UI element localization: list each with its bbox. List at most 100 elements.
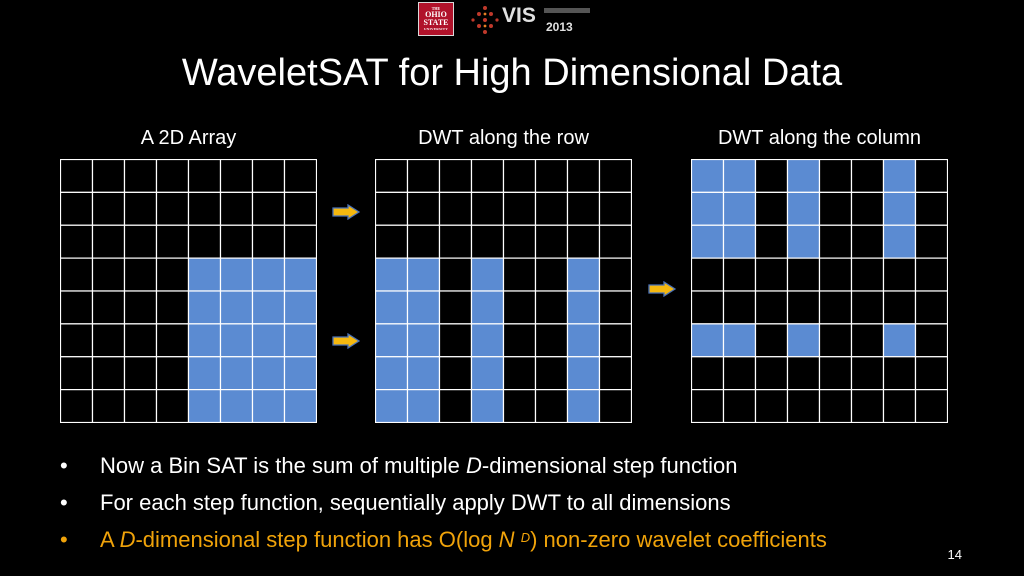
grid-cell-empty (850, 323, 885, 358)
bullet-marker: • (60, 527, 68, 552)
bullet-item: • Now a Bin SAT is the sum of multiple D… (60, 447, 980, 484)
grid-cell-empty (438, 191, 473, 226)
grid-cell-empty (123, 356, 158, 391)
grid-cell-empty (722, 290, 757, 325)
grid-cell-empty (283, 159, 317, 193)
grid-cell-empty (818, 389, 853, 423)
grid-cell-empty (534, 191, 569, 226)
grid-cell-empty (754, 323, 789, 358)
grid-cell-filled (406, 356, 441, 391)
grid-cell-empty (598, 356, 632, 391)
grid-cell-empty (438, 257, 473, 292)
grid-cell-empty (754, 159, 789, 193)
grid-cell-empty (283, 191, 317, 226)
grid-cell-filled (375, 356, 409, 391)
grid-cell-empty (91, 290, 126, 325)
grid-cell-empty (754, 257, 789, 292)
grid-cell-empty (598, 323, 632, 358)
grid-cell-filled (219, 323, 254, 358)
osu-logo: THE OHIO STATE UNIVERSITY (418, 2, 454, 36)
grid-dwt-row (375, 159, 632, 423)
grid-cell-empty (598, 257, 632, 292)
grid-cell-empty (187, 224, 222, 259)
grid-cell-filled (470, 290, 505, 325)
grid-cell-filled (251, 323, 286, 358)
grid-cell-filled (219, 290, 254, 325)
grid-cell-empty (60, 191, 94, 226)
grid-cell-empty (251, 224, 286, 259)
grid-cell-empty (438, 159, 473, 193)
grid-cell-filled (406, 323, 441, 358)
vis-logo-dots-icon (471, 6, 499, 34)
bullet-text: -dimensional step function has O(log (135, 527, 499, 552)
grid-cell-filled (219, 356, 254, 391)
grid-cell-filled (375, 290, 409, 325)
grid-cell-empty (818, 356, 853, 391)
grid-cell-empty (598, 224, 632, 259)
grid-cell-filled (566, 257, 601, 292)
grid-cell-empty (502, 356, 537, 391)
grid-cell-empty (438, 323, 473, 358)
grid-cell-filled (375, 257, 409, 292)
grid-cell-filled (283, 257, 317, 292)
grid-cell-empty (850, 290, 885, 325)
grid-svg (375, 159, 632, 423)
grid-cell-filled (882, 224, 917, 259)
grid-cell-filled (251, 257, 286, 292)
grid-cell-filled (406, 290, 441, 325)
grid-cell-empty (375, 224, 409, 259)
grid-cell-empty (818, 323, 853, 358)
grid-cell-empty (598, 290, 632, 325)
bullet-list: • Now a Bin SAT is the sum of multiple D… (60, 447, 980, 558)
grid-cell-empty (406, 224, 441, 259)
grid-cell-empty (187, 191, 222, 226)
grid-cell-filled (219, 389, 254, 423)
grid-cell-empty (187, 159, 222, 193)
grid-cell-empty (155, 224, 190, 259)
grid-cell-empty (60, 356, 94, 391)
right-arrow-icon (332, 204, 360, 220)
grid-cell-filled (566, 323, 601, 358)
grid-cell-empty (722, 389, 757, 423)
grid-cell-empty (470, 159, 505, 193)
grid-cell-filled (786, 323, 821, 358)
grid-cell-empty (534, 257, 569, 292)
grid-cell-filled (691, 224, 725, 259)
grid-cell-filled (187, 389, 222, 423)
grid-cell-filled (722, 191, 757, 226)
grid-cell-empty (123, 323, 158, 358)
grid-cell-empty (155, 257, 190, 292)
grid-cell-filled (251, 356, 286, 391)
grid-cell-filled (283, 323, 317, 358)
grid-cell-empty (534, 389, 569, 423)
grid-cell-empty (566, 224, 601, 259)
grid-cell-empty (598, 191, 632, 226)
grid-cell-filled (470, 257, 505, 292)
grid-cell-empty (91, 159, 126, 193)
grid-cell-empty (123, 224, 158, 259)
grid-cell-empty (914, 356, 948, 391)
bullet-text-italic: D (119, 527, 136, 552)
grid-cell-empty (219, 191, 254, 226)
bullet-text-italic: N (498, 527, 515, 552)
grid-cell-empty (914, 257, 948, 292)
grid-cell-empty (786, 389, 821, 423)
grid-cell-filled (251, 389, 286, 423)
grid-cell-filled (882, 191, 917, 226)
bullet-item-highlight: • A D-dimensional step function has O(lo… (60, 521, 980, 558)
grid-cell-empty (598, 159, 632, 193)
grid-cell-empty (722, 356, 757, 391)
grid-cell-filled (566, 290, 601, 325)
grid-cell-empty (818, 159, 853, 193)
grid-cell-empty (438, 389, 473, 423)
grid-cell-empty (438, 224, 473, 259)
grid-cell-empty (155, 191, 190, 226)
grid-cell-filled (722, 159, 757, 193)
grid-cell-empty (91, 323, 126, 358)
grid-cell-empty (123, 290, 158, 325)
grid-cell-empty (60, 159, 94, 193)
osu-logo-university: UNIVERSITY (424, 26, 448, 31)
grid-cell-empty (91, 356, 126, 391)
grid-cell-empty (850, 356, 885, 391)
grid-cell-empty (155, 290, 190, 325)
